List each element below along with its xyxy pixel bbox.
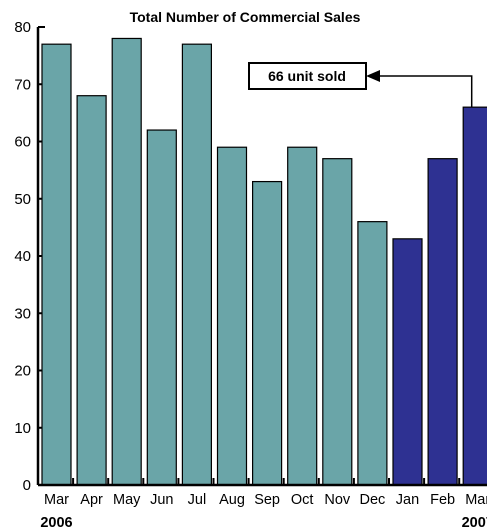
- y-tick-label: 30: [14, 305, 31, 322]
- bar-aug-2006: [216, 146, 248, 486]
- bar-dec-2006: [357, 221, 388, 486]
- x-tick-label: Jul: [188, 492, 207, 508]
- y-tick-label: 10: [14, 420, 31, 437]
- bar-nov-2006: [322, 158, 353, 486]
- x-tick-label: Jan: [396, 492, 419, 508]
- y-tick-label: 70: [14, 76, 31, 93]
- x-tick-label: Feb: [430, 492, 455, 508]
- bar-jul-2006: [181, 43, 212, 486]
- x-tick-label: Apr: [80, 492, 103, 508]
- x-tick-label: Dec: [360, 492, 386, 508]
- y-tick-label: 60: [14, 134, 31, 151]
- year-label: 2007: [462, 515, 487, 531]
- bar-jun-2006: [146, 129, 177, 486]
- bar-apr-2006: [76, 95, 107, 486]
- bars: [41, 37, 487, 486]
- bar-mar-2006: [41, 43, 72, 486]
- x-tick-label: Nov: [324, 492, 351, 508]
- y-tick-label: 50: [14, 191, 31, 208]
- y-tick-label: 0: [23, 477, 31, 494]
- x-tick-label: Mar: [465, 492, 487, 508]
- x-tick-label: Sep: [254, 492, 280, 508]
- bar-feb-2007: [427, 158, 458, 486]
- y-tick-label: 40: [14, 248, 31, 265]
- x-axis: Mar Apr May Jun Jul Aug Sep Oct Nov Dec Jan Feb Mar 2…: [38, 478, 487, 531]
- bar-sep-2006: [252, 180, 283, 486]
- bar-jan-2007: [392, 238, 423, 486]
- x-tick-label: Oct: [291, 492, 314, 508]
- y-tick-label: 80: [14, 19, 31, 36]
- annotation-leader-line: [378, 75, 473, 108]
- bar-mar-2007: [462, 106, 487, 486]
- y-axis: 0 10 20 30 40 50 60 70 80: [14, 19, 45, 494]
- annotation-arrowhead: [366, 70, 380, 82]
- bar-oct-2006: [287, 146, 318, 486]
- annotation: 66 unit sold: [248, 62, 473, 108]
- chart-title: Total Number of Commercial Sales: [130, 9, 361, 25]
- bar-may-2006: [111, 37, 142, 486]
- annotation-text: 66 unit sold: [268, 68, 346, 84]
- x-tick-label: Jun: [150, 492, 173, 508]
- year-label: 2006: [40, 515, 72, 531]
- x-tick-label: Aug: [219, 492, 245, 508]
- x-tick-label: May: [113, 492, 141, 508]
- annotation-box: [248, 62, 367, 90]
- y-tick-label: 20: [14, 363, 31, 380]
- x-tick-label: Mar: [44, 492, 69, 508]
